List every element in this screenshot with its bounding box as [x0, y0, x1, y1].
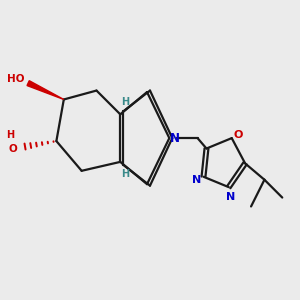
Text: N: N: [192, 175, 202, 185]
Polygon shape: [27, 81, 64, 100]
Text: H: H: [121, 169, 129, 179]
Text: HO: HO: [7, 74, 24, 84]
Text: O: O: [234, 130, 243, 140]
Text: H: H: [6, 130, 14, 140]
Text: O: O: [9, 143, 18, 154]
Text: H: H: [121, 98, 129, 107]
Text: N: N: [170, 132, 180, 145]
Text: N: N: [226, 192, 235, 202]
